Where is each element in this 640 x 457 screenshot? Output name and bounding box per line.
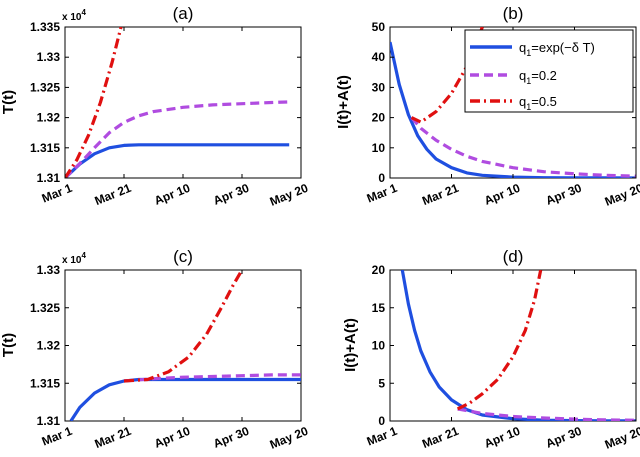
- y-tick-label: 10: [372, 339, 386, 353]
- y-tick-label: 0: [378, 171, 385, 185]
- panel-a: (a) x 104 Mar 1 Mar 21 Apr 10 Apr 30 May 201…: [0, 4, 310, 209]
- y-tick-label: 1.315: [30, 141, 60, 155]
- x-tick-label: Apr 30: [211, 424, 251, 451]
- y-tick-label: 20: [372, 111, 386, 125]
- plot-area: [389, 269, 637, 422]
- panel-b: (b) Mar 1 Mar 21 Apr 10 Apr 30 May 200102030…: [335, 4, 640, 209]
- series-layer: [65, 27, 290, 178]
- x-tick-label: Apr 10: [482, 181, 522, 208]
- y-axis-label: T(t): [0, 90, 17, 114]
- y-tick-label: 10: [372, 141, 386, 155]
- series-line-q05: [65, 27, 123, 178]
- tick-layer: Mar 1 Mar 21 Apr 10 Apr 30 May 201.311.3151.…: [30, 20, 310, 209]
- series-line-exp: [390, 41, 636, 178]
- legend: q1=exp(−δ T) q1=0.2 q1=0.5: [464, 29, 634, 113]
- x-tick-label: Apr 30: [544, 181, 584, 208]
- y-axis-label: I(t)+A(t): [335, 75, 352, 129]
- y-tick-label: 15: [372, 301, 386, 315]
- x-tick-label: May 20: [268, 181, 311, 209]
- y-tick-label: 30: [372, 80, 386, 94]
- x-tick-label: Apr 10: [152, 424, 192, 451]
- y-tick-label: 5: [378, 376, 385, 390]
- x-tick-label: Mar 21: [93, 181, 134, 208]
- y-tick-label: 1.335: [30, 20, 60, 34]
- x-tick-label: May 20: [268, 424, 311, 452]
- y-tick-label: 1.315: [30, 376, 60, 390]
- y-tick-label: 1.31: [37, 414, 61, 428]
- x-tick-label: Apr 10: [482, 424, 522, 451]
- y-tick-label: 1.325: [30, 301, 60, 315]
- series-layer: [69, 270, 301, 421]
- y-tick-label: 1.325: [30, 80, 60, 94]
- y-tick-label: 0: [378, 414, 385, 428]
- y-multiplier: x 104: [62, 8, 86, 23]
- panel-d: (d) Mar 1 Mar 21 Apr 10 Apr 30 May 200510152…: [342, 247, 640, 452]
- y-tick-label: 40: [372, 50, 386, 64]
- y-tick-label: 1.32: [37, 339, 61, 353]
- x-tick-label: Apr 30: [544, 424, 584, 451]
- panel-title: (a): [173, 4, 194, 23]
- legend-label-q02: q1=0.2: [519, 68, 557, 86]
- series-line-q02: [410, 116, 636, 178]
- x-tick-label: Mar 21: [420, 424, 461, 451]
- series-line-exp: [400, 270, 636, 421]
- x-tick-label: Mar 21: [420, 181, 461, 208]
- x-tick-label: Apr 30: [211, 181, 251, 208]
- y-multiplier: x 104: [62, 251, 86, 266]
- panel-c: (c) x 104 Mar 1 Mar 21 Apr 10 Apr 30 May 201…: [0, 247, 310, 452]
- y-tick-label: 20: [372, 263, 386, 277]
- panel-title: (b): [503, 4, 524, 23]
- y-tick-label: 50: [372, 20, 386, 34]
- series-line-q02: [65, 100, 290, 178]
- legend-label-q05: q1=0.5: [519, 94, 557, 112]
- y-tick-label: 1.32: [37, 111, 61, 125]
- panel-title: (d): [503, 247, 524, 266]
- y-tick-label: 1.31: [37, 171, 61, 185]
- series-line-q05: [456, 270, 543, 411]
- series-line-exp: [65, 143, 290, 178]
- y-tick-label: 1.33: [37, 263, 61, 277]
- x-tick-label: May 20: [603, 424, 640, 452]
- series-line-q05: [123, 270, 244, 383]
- plot-area: [64, 269, 302, 422]
- plot-area: [64, 26, 302, 179]
- legend-label-exp: q1=exp(−δ T): [519, 40, 595, 58]
- series-layer: [400, 270, 636, 421]
- x-tick-label: Apr 10: [152, 181, 192, 208]
- y-axis-label: I(t)+A(t): [342, 318, 359, 372]
- x-tick-label: May 20: [603, 181, 640, 209]
- panel-title: (c): [173, 247, 193, 266]
- y-tick-label: 1.33: [37, 50, 61, 64]
- y-axis-label: T(t): [0, 333, 17, 357]
- series-line-q02: [457, 407, 636, 421]
- x-tick-label: Mar 21: [93, 424, 134, 451]
- legend-box: [464, 29, 634, 113]
